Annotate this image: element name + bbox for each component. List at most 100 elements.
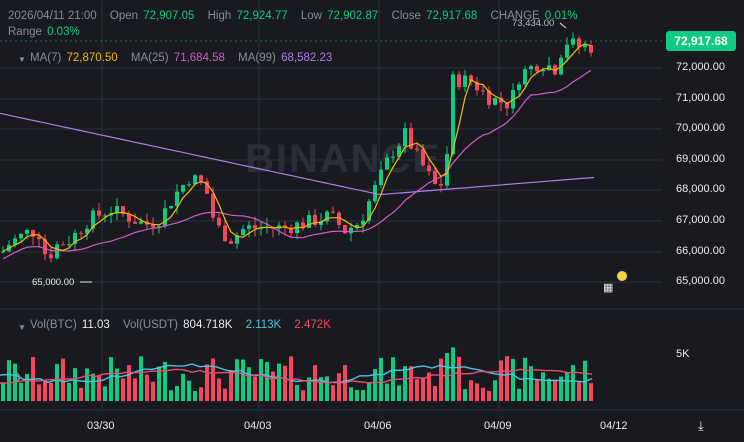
volume-bar (355, 389, 359, 401)
close-label: Close (391, 10, 421, 22)
volume-bar (49, 382, 53, 401)
candle-body (43, 239, 47, 255)
candle-body (307, 215, 311, 228)
indicator-settings-icon[interactable]: ▦ (603, 282, 614, 294)
volume-bar (163, 361, 167, 401)
candle-body (289, 227, 293, 234)
scroll-right-icon[interactable]: ❯ (14, 372, 23, 383)
candle-body (157, 226, 161, 228)
volume-bar (181, 373, 185, 401)
high-value: 72,924.77 (236, 10, 288, 22)
candle-body (577, 38, 581, 48)
candle-body (361, 220, 365, 225)
candle-body (403, 128, 407, 147)
high-annotation-line (559, 22, 567, 29)
volume-bar (157, 366, 161, 401)
volume-bar (217, 378, 221, 401)
candle-body (85, 228, 89, 234)
candle-body (259, 227, 263, 229)
candle-body (343, 224, 347, 234)
candle-body (205, 181, 209, 194)
volume-chevron-icon[interactable]: ▼ (18, 323, 26, 332)
candle-body (535, 66, 539, 72)
volume-bar (403, 366, 407, 401)
candle-body (49, 254, 53, 259)
price-tick-label: 70,000.00 (676, 122, 725, 134)
alert-dot-icon[interactable] (617, 271, 627, 281)
candle-body (175, 191, 179, 207)
candle-body (337, 212, 341, 225)
volume-bar (457, 356, 461, 401)
candle-body (487, 90, 491, 105)
candle-body (61, 244, 65, 246)
volume-bar (379, 357, 383, 401)
volume-bar (241, 359, 245, 401)
volume-bar (91, 373, 95, 401)
candle-body (349, 227, 353, 234)
volume-bar (223, 388, 227, 401)
vol-btc-label: Vol(BTC) (30, 319, 77, 331)
volume-bar (445, 352, 449, 401)
volume-bar (1, 382, 5, 401)
volume-bar (121, 378, 125, 401)
candle-body (433, 171, 437, 184)
candle-body (355, 224, 359, 228)
volume-bar (265, 361, 269, 401)
volume-bar (19, 382, 23, 401)
candle-datetime: 2026/04/11 21:00 (8, 10, 97, 22)
candle-body (253, 225, 257, 229)
candle-body (151, 224, 155, 228)
candle-body (421, 149, 425, 166)
chevron-icon[interactable]: ▼ (18, 55, 26, 64)
volume-bar (571, 365, 575, 401)
volume-bar (337, 373, 341, 401)
candle-body (199, 175, 203, 182)
candle-body (565, 44, 569, 58)
volume-bar (25, 373, 29, 401)
candle-body (391, 156, 395, 158)
candle-body (493, 97, 497, 105)
candle-body (37, 236, 41, 240)
candle-body (181, 185, 185, 192)
volume-bar (103, 386, 107, 401)
volume-bar (7, 360, 11, 401)
range-header: Range 0.03% (8, 26, 82, 38)
volume-bar (559, 376, 563, 401)
volume-bar (409, 366, 413, 401)
volume-bar (421, 377, 425, 401)
candle-body (481, 90, 485, 92)
volume-bar (487, 390, 491, 401)
volume-bar (199, 387, 203, 401)
ma7-line (2, 43, 592, 252)
vol-usdt-label: Vol(USDT) (123, 319, 178, 331)
volume-bar (505, 356, 509, 401)
change-label: CHANGE (490, 10, 540, 22)
candle-body (589, 45, 593, 53)
volume-bar (55, 363, 59, 401)
candle-body (217, 217, 221, 226)
volume-bar (169, 390, 173, 401)
volume-bar (499, 360, 503, 401)
ma-header: MA(7) 72,870.50 MA(25) 71,684.58 MA(99) … (30, 52, 334, 64)
ma25-label: MA(25) (130, 52, 169, 64)
candle-body (139, 221, 143, 224)
volume-axis-label: 5K (676, 348, 690, 360)
candle-body (583, 45, 587, 48)
ohlc-header: 2026/04/11 21:00 Open 72,907.05 High 72,… (8, 10, 580, 22)
low-annotation: 65,000.00 (32, 277, 75, 288)
volume-bar (319, 377, 323, 401)
collapse-icon[interactable]: ⤓ (698, 418, 704, 433)
volume-bar (175, 385, 179, 401)
chart-grid (0, 0, 662, 410)
volume-bar (547, 378, 551, 401)
ma99-label: MA(99) (238, 52, 276, 64)
volume-bar (373, 369, 377, 401)
time-tick-label: 04/03 (244, 420, 272, 432)
range-value: 0.03% (47, 26, 80, 38)
candle-body (409, 128, 413, 149)
open-label: Open (109, 10, 139, 22)
candle-body (325, 211, 329, 222)
candle-body (313, 215, 317, 225)
candle-body (121, 206, 125, 215)
